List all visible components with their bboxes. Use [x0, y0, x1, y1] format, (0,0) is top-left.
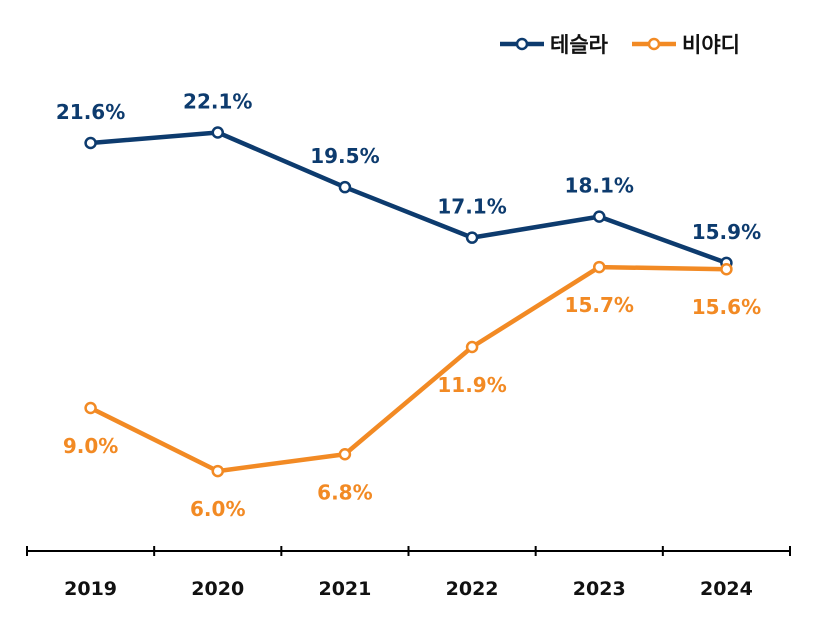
data-point — [338, 180, 352, 194]
legend-item: 비야디 — [632, 33, 740, 57]
data-label: 22.1% — [183, 89, 252, 113]
x-axis: 2019 2020 2021 2022 2023 2024 — [26, 546, 791, 600]
data-point — [465, 340, 479, 354]
data-label: 15.7% — [565, 293, 634, 317]
series-layer — [84, 126, 733, 478]
data-point — [593, 210, 606, 223]
data-label: 6.0% — [190, 497, 245, 521]
series-1 — [84, 126, 733, 270]
data-label: 21.6% — [56, 100, 125, 124]
x-tick-label: 2023 — [573, 578, 626, 600]
data-point — [593, 260, 606, 274]
data-point — [211, 126, 224, 139]
x-tick-label: 2021 — [318, 578, 371, 600]
series-line — [88, 130, 729, 266]
legend-label: 테슬라 — [550, 33, 609, 57]
data-point — [720, 262, 733, 276]
data-label: 9.0% — [63, 434, 118, 458]
data-label-layer: 21.6% 22.1% 19.5% 17.1% 18.1% 15.9% 9.0% 6.0% 6.… — [56, 89, 761, 521]
x-tick-label: 2020 — [191, 578, 244, 600]
data-label: 17.1% — [437, 195, 506, 219]
x-tick-label: 2024 — [700, 578, 753, 600]
data-label: 15.9% — [692, 220, 761, 244]
legend-item: 테슬라 — [500, 33, 609, 57]
x-tick-label: 2022 — [446, 578, 499, 600]
data-point — [338, 448, 352, 461]
series-line — [88, 264, 729, 474]
data-point — [211, 464, 224, 478]
data-point — [465, 231, 479, 244]
legend: 테슬라 비야디 — [500, 33, 740, 57]
data-label: 18.1% — [565, 174, 634, 198]
x-tick-label: 2019 — [64, 578, 117, 600]
data-label: 11.9% — [437, 373, 506, 397]
data-label: 15.6% — [692, 295, 761, 319]
series-2 — [84, 260, 733, 478]
data-point — [84, 136, 97, 150]
data-point — [84, 401, 97, 415]
data-label: 6.8% — [317, 480, 372, 504]
legend-swatch-marker — [647, 37, 661, 51]
legend-swatch-marker — [515, 37, 529, 51]
legend-label: 비야디 — [682, 33, 740, 57]
data-label: 19.5% — [310, 144, 379, 168]
